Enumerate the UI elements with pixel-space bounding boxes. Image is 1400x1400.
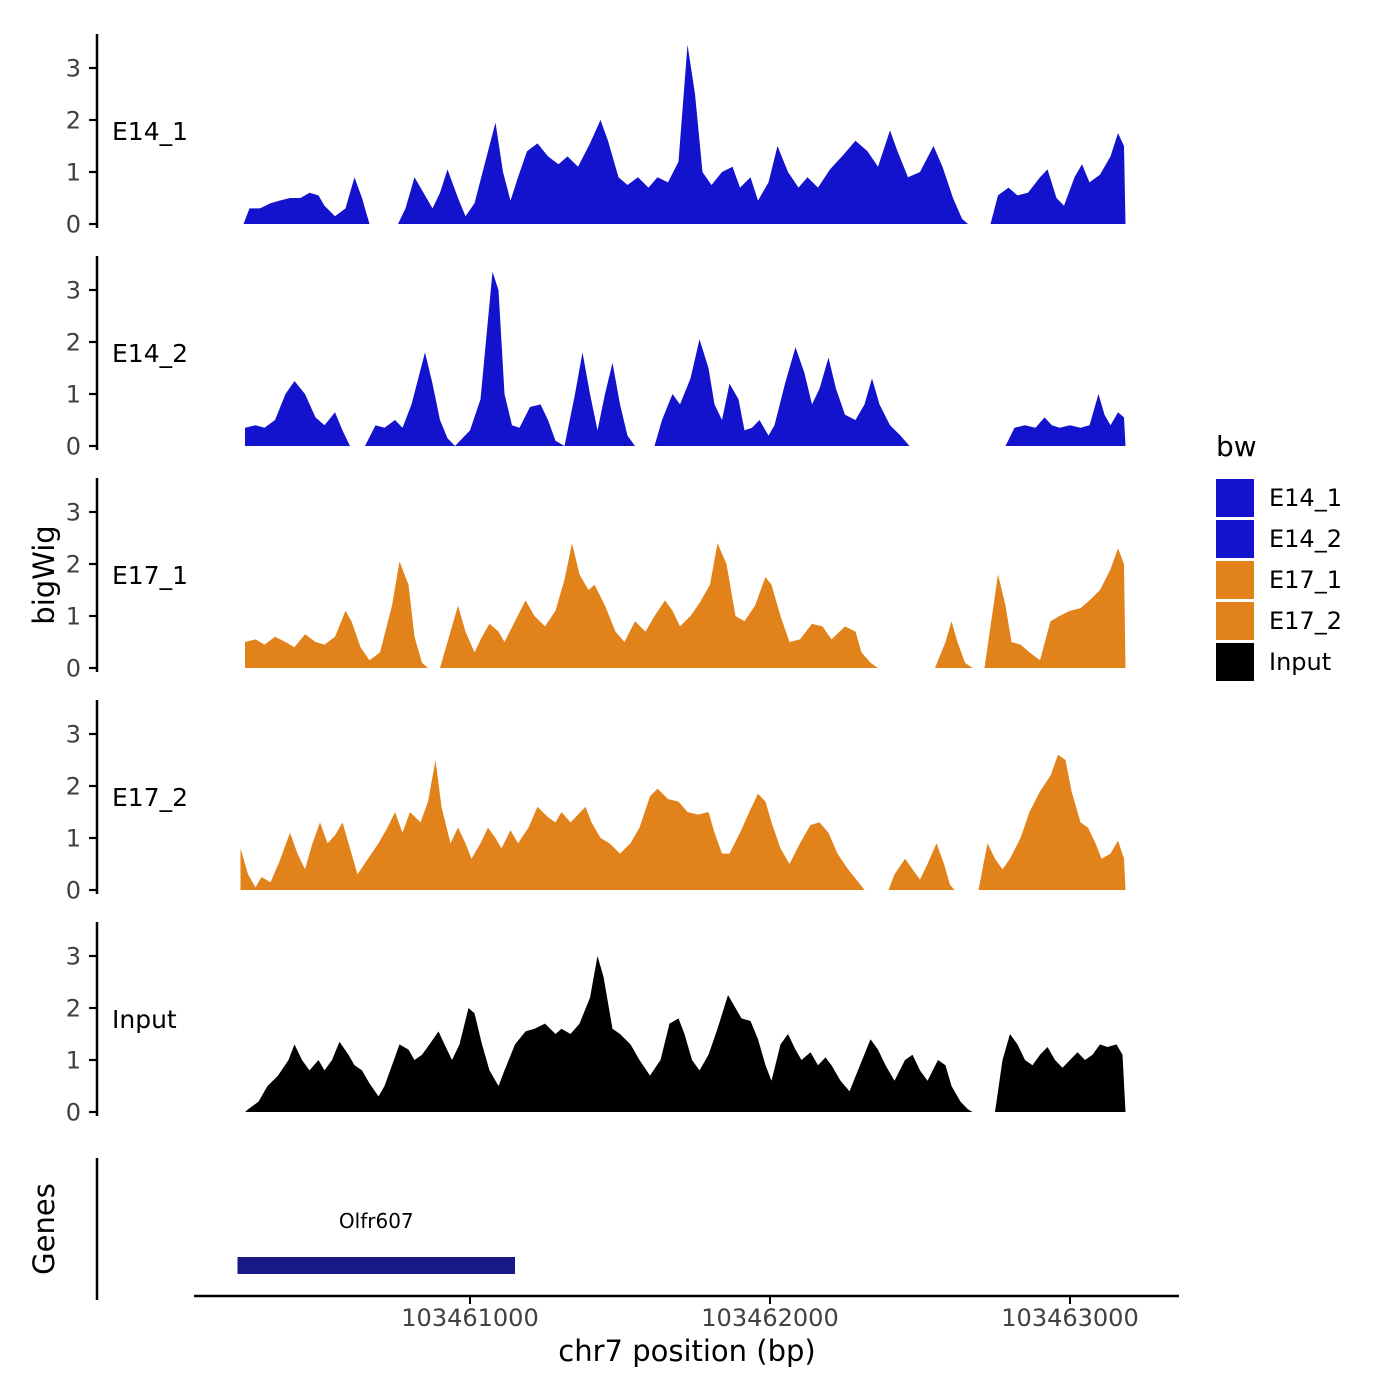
- legend-swatch: [1216, 561, 1254, 599]
- y-tick-label: 1: [66, 602, 81, 630]
- y-tick-label: 3: [66, 498, 81, 526]
- y-tick-label: 0: [66, 654, 81, 682]
- gene-label: Olfr607: [339, 1209, 414, 1233]
- y-tick-label: 3: [66, 54, 81, 82]
- y-tick-label: 0: [66, 432, 81, 460]
- track-panel-E14_1: 0 1 2 3 E14_1: [66, 34, 1126, 238]
- track-label: E14_1: [112, 117, 188, 146]
- y-tick-label: 2: [66, 328, 81, 356]
- legend-items: E14_1 E14_2 E17_1 E17_2 Input: [1216, 479, 1342, 681]
- y-tick-label: 3: [66, 720, 81, 748]
- x-tick-label: 103463000: [1001, 1304, 1138, 1332]
- genes-panel: Olfr607: [95, 1158, 515, 1300]
- track-panel-E14_2: 0 1 2 3 E14_2: [66, 256, 1126, 460]
- y-tick-label: 0: [66, 876, 81, 904]
- legend-label: E14_1: [1269, 484, 1342, 512]
- legend-item: E17_2: [1216, 602, 1342, 640]
- coverage-area: [243, 44, 1126, 224]
- track-panel-E17_1: 0 1 2 3 E17_1: [66, 478, 1126, 682]
- y-tick-label: 2: [66, 106, 81, 134]
- track-panel-E17_2: 0 1 2 3 E17_2: [66, 700, 1126, 904]
- legend-title: bw: [1216, 430, 1257, 463]
- legend-swatch: [1216, 643, 1254, 681]
- legend-label: E17_1: [1269, 566, 1342, 594]
- y-axis-title: bigWig: [27, 525, 61, 625]
- legend: bw E14_1 E14_2 E17_1 E17_2 Input: [1216, 430, 1342, 684]
- track-label: E14_2: [112, 339, 188, 368]
- x-tick-label: 103462000: [701, 1304, 838, 1332]
- x-axis: 103461000 103462000 103463000: [194, 1294, 1179, 1332]
- legend-item: Input: [1216, 643, 1342, 681]
- coverage-area: [245, 956, 1126, 1112]
- track-panel-Input: 0 1 2 3 Input: [66, 922, 1126, 1126]
- y-tick-label: 2: [66, 772, 81, 800]
- legend-label: E17_2: [1269, 607, 1342, 635]
- y-tick-label: 2: [66, 550, 81, 578]
- y-tick-label: 0: [66, 1098, 81, 1126]
- coverage-area: [245, 271, 1126, 446]
- x-axis-title: chr7 position (bp): [558, 1334, 816, 1368]
- y-tick-label: 1: [66, 380, 81, 408]
- legend-item: E17_1: [1216, 561, 1342, 599]
- y-tick-label: 0: [66, 210, 81, 238]
- gene-bar: [237, 1257, 515, 1274]
- legend-swatch: [1216, 602, 1254, 640]
- coverage-area: [240, 754, 1126, 890]
- legend-swatch: [1216, 479, 1254, 517]
- y-tick-label: 3: [66, 942, 81, 970]
- legend-item: E14_2: [1216, 520, 1342, 558]
- y-tick-label: 1: [66, 158, 81, 186]
- track-label: E17_1: [112, 561, 188, 590]
- y-tick-label: 2: [66, 994, 81, 1022]
- x-tick-label: 103461000: [401, 1304, 538, 1332]
- legend-swatch: [1216, 520, 1254, 558]
- y-tick-label: 3: [66, 276, 81, 304]
- y-tick-label: 1: [66, 824, 81, 852]
- legend-label: E14_2: [1269, 525, 1342, 553]
- coverage-area: [245, 543, 1126, 668]
- y-tick-label: 1: [66, 1046, 81, 1074]
- track-label: Input: [112, 1005, 177, 1034]
- legend-item: E14_1: [1216, 479, 1342, 517]
- legend-label: Input: [1269, 648, 1332, 676]
- genes-axis-title: Genes: [27, 1183, 61, 1275]
- track-label: E17_2: [112, 783, 188, 812]
